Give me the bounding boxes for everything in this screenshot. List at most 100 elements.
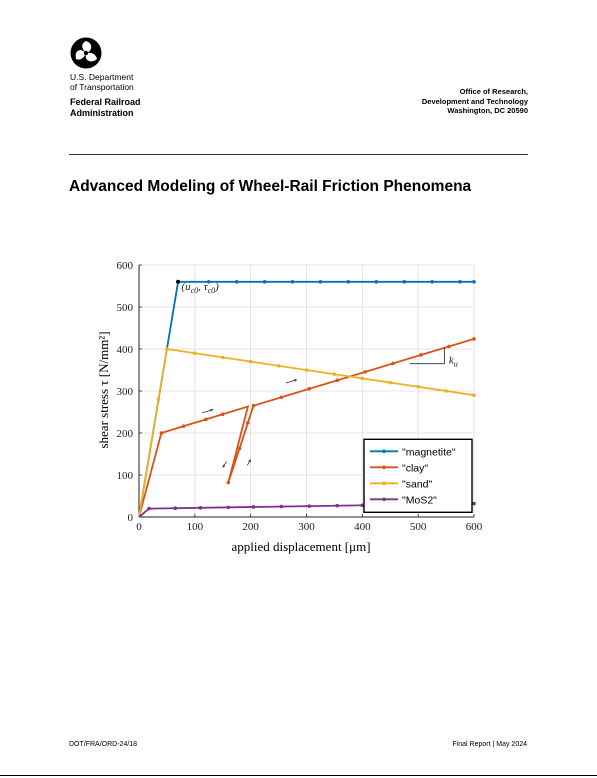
shear-stress-chart: 0 100 200 300 400 500 600 0 100 200 300 400 500 600 (… [96,260,483,554]
legend-entry: "sand" [402,478,432,490]
series-point-sand [276,364,281,368]
y-tick-label: 500 [117,302,134,314]
y-tick-label: 600 [117,260,134,272]
dept-line-2: of Transportation [70,82,134,92]
y-tick-label: 300 [117,386,134,398]
loading-arrow-1-head [210,408,214,412]
office-line-3: Washington, DC 20590 [447,106,528,115]
series-point-clay [226,480,231,485]
series-point-mos2 [360,503,365,508]
dept-line-1: U.S. Department [70,72,134,82]
series-point-sand [360,376,365,381]
agency-line-1: Federal Railroad [70,97,141,107]
series-point-magnetite [234,280,239,284]
y-tick-label: 100 [117,470,134,482]
x-tick-label: 100 [187,521,204,533]
x-axis-label: applied displacement [μm] [231,539,370,554]
series-point-sand [444,389,448,393]
page-bottom-rule [0,775,597,776]
chart-ticks: 0 100 200 300 400 500 600 0 100 200 300 400 500 600 [117,260,483,533]
series-point-sand [472,393,476,397]
series-point-clay [419,353,423,357]
series-point-clay [447,344,451,349]
chart-grid [138,264,475,518]
series-point-clay [246,420,250,425]
series-point-clay [472,337,476,341]
series-point-magnetite [262,280,267,284]
department-name: U.S. Department of Transportation [70,72,134,92]
report-info: Final Report | May 2024 [452,741,527,748]
series-point-mos2 [147,506,151,511]
series-point-magnetite [472,280,476,284]
series-point-mos2 [335,503,340,508]
series-point-sand [193,351,197,355]
series-point-magnetite [374,280,379,284]
office-address: Office of Research, Development and Tech… [328,87,528,116]
series-point-clay [220,412,225,417]
series-point-mos2 [472,501,476,506]
series-point-mos2 [307,504,312,508]
y-axis-label: shear stress τ [N/mm²] [96,331,111,448]
report-title: Advanced Modeling of Wheel-Rail Friction… [69,178,472,195]
series-point-magnetite [206,280,211,284]
series-point-mos2 [251,505,256,509]
chart-series [138,279,476,518]
chart-legend: "magnetite" "clay" "sand" "MoS2" [363,438,473,514]
series-point-clay [335,378,340,383]
series-point-sand [332,372,337,376]
series-point-clay [251,403,256,408]
agency-line-2: Administration [70,107,134,118]
office-line-2: Development and Technology [421,96,528,106]
series-point-magnetite [402,280,407,284]
x-tick-label: 200 [242,521,259,533]
y-tick-label: 400 [117,344,134,356]
series-point-magnetite [346,280,351,284]
x-tick-label: 300 [298,521,315,533]
slope-label: ku [449,355,458,369]
legend-swatch-marker [382,465,386,470]
series-point-clay [159,431,164,435]
legend-entry: "clay" [402,462,428,474]
y-tick-label: 200 [117,428,134,440]
series-point-clay [307,386,312,391]
y-tick-label: 0 [128,512,134,524]
x-tick-label: 500 [410,521,427,533]
critical-point-marker [176,279,181,284]
series-point-clay [279,395,284,400]
legend-entry: "MoS2" [402,494,437,506]
series-point-magnetite [290,280,295,284]
series-point-clay [181,424,186,428]
x-tick-label: 0 [136,521,142,533]
series-point-clay [204,417,208,422]
legend-swatch-marker [382,497,386,502]
series-point-mos2 [226,505,231,510]
office-line-1: Office of Research, [459,87,528,96]
series-point-mos2 [198,506,203,510]
reloading-arrow-head [248,459,251,463]
unloading-arrow-head [222,464,226,468]
series-point-clay [237,446,242,451]
series-point-clay [391,361,395,366]
report-number: DOT/FRA/ORD-24/18 [69,741,138,748]
series-point-mos2 [279,504,284,509]
slope-triangle [409,348,445,365]
series-point-sand [165,347,169,351]
critical-point-label: (uc0, τc0) [181,281,219,295]
series-point-sand [156,397,161,402]
series-point-magnetite [318,280,323,284]
header-divider [69,154,528,155]
x-tick-label: 400 [354,521,371,533]
series-line-clay [138,338,475,518]
series-point-sand [416,385,420,389]
legend-entry: "magnetite" [402,446,456,458]
series-point-sand [388,380,393,385]
series-point-mos2 [173,506,178,510]
loading-arrow-2-head [294,379,298,382]
legend-swatch-marker [382,481,386,486]
series-point-magnetite [430,280,434,284]
dot-logo [70,37,102,69]
legend-swatch-marker [382,449,386,454]
series-point-sand [304,368,309,372]
series-point-clay [363,370,367,374]
series-point-sand [220,355,225,360]
